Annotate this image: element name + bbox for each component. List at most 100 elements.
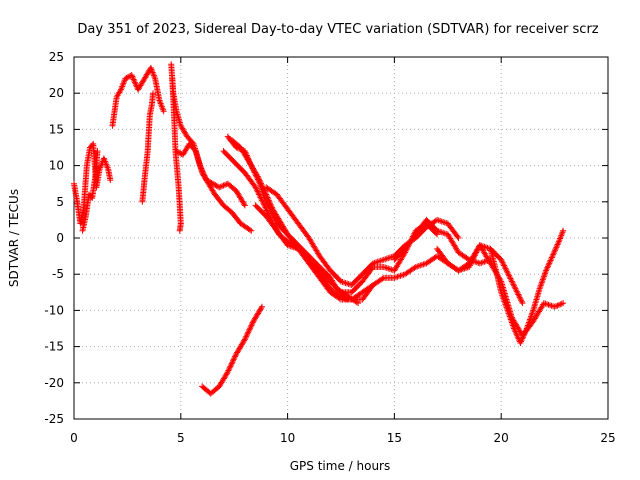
data-point [226, 364, 233, 371]
data-point [512, 328, 519, 335]
data-point [150, 90, 157, 97]
data-point [241, 202, 248, 209]
data-point [510, 281, 517, 288]
data-point [229, 359, 236, 366]
data-point [560, 300, 567, 307]
data-point [550, 251, 557, 258]
data-point [466, 262, 473, 269]
series-track-4 [139, 90, 157, 205]
data-point [546, 260, 553, 267]
data-point [245, 329, 252, 336]
data-point [269, 204, 276, 211]
data-point [518, 298, 525, 305]
data-point [263, 207, 270, 214]
data-point [554, 241, 561, 248]
data-point [256, 177, 263, 184]
data-point [520, 332, 527, 339]
data-point [543, 266, 550, 273]
y-tick-label: 20 [49, 86, 64, 100]
data-point [246, 226, 253, 233]
data-point [217, 183, 224, 190]
series-track-6 [169, 75, 184, 234]
data-point [464, 255, 471, 262]
data-point [379, 275, 386, 282]
data-point [243, 333, 250, 340]
data-point [227, 363, 234, 370]
x-tick-label: 25 [600, 431, 615, 445]
series-track-7 [173, 140, 255, 234]
data-point [253, 187, 260, 194]
data-point [511, 284, 518, 291]
data-point [230, 357, 237, 364]
data-point [107, 177, 114, 184]
data-point [508, 276, 515, 283]
data-point [513, 288, 520, 295]
data-point [506, 272, 513, 279]
y-tick-label: 15 [49, 122, 64, 136]
data-point [232, 353, 239, 360]
series-track-16 [487, 227, 567, 346]
data-point [254, 173, 261, 180]
data-point [245, 328, 252, 335]
data-point [216, 184, 223, 191]
data-point [505, 271, 512, 278]
data-point [248, 322, 255, 329]
data-point [230, 356, 237, 363]
data-point [511, 326, 518, 333]
series-track-2 [79, 148, 101, 234]
data-point [519, 335, 526, 342]
data-point [503, 266, 510, 273]
data-point [129, 74, 136, 81]
data-point [471, 252, 478, 259]
x-tick-label: 5 [177, 431, 185, 445]
data-point [336, 288, 343, 295]
data-point [473, 249, 480, 256]
data-point [241, 337, 248, 344]
data-point [521, 329, 528, 336]
data-point [516, 294, 523, 301]
data-point [244, 330, 251, 337]
data-point [501, 262, 508, 269]
data-point [211, 181, 218, 188]
data-point [247, 325, 254, 332]
data-point [256, 193, 263, 200]
data-point [547, 257, 554, 264]
data-point [261, 187, 268, 194]
data-point [231, 355, 238, 362]
data-point [258, 181, 265, 188]
data-point [514, 334, 521, 341]
data-point [471, 253, 478, 260]
data-point [472, 250, 479, 257]
data-point [498, 256, 505, 263]
data-point [228, 360, 235, 367]
data-point [499, 259, 506, 266]
data-point [455, 235, 462, 241]
data-point [263, 193, 270, 200]
data-point [260, 200, 267, 207]
data-point [544, 263, 551, 270]
data-point [549, 253, 556, 260]
data-point [261, 201, 268, 208]
y-tick-label: -15 [44, 340, 64, 354]
data-point [511, 325, 518, 332]
data-point [515, 291, 522, 298]
data-point [259, 183, 266, 190]
data-point [258, 195, 265, 202]
data-point [247, 323, 254, 330]
data-point [261, 203, 268, 210]
data-point [522, 328, 529, 335]
series-track-12 [252, 202, 441, 296]
data-point [255, 190, 262, 197]
data-point [267, 201, 274, 208]
data-point [128, 72, 135, 79]
data-point [551, 248, 558, 255]
data-point [173, 148, 180, 155]
series-track-11 [263, 184, 462, 289]
data-point [552, 245, 559, 252]
data-point [555, 301, 562, 308]
x-tick-label: 10 [280, 431, 295, 445]
data-point [553, 242, 560, 249]
data-point [224, 368, 231, 375]
data-point [241, 201, 248, 208]
data-point [543, 267, 550, 274]
